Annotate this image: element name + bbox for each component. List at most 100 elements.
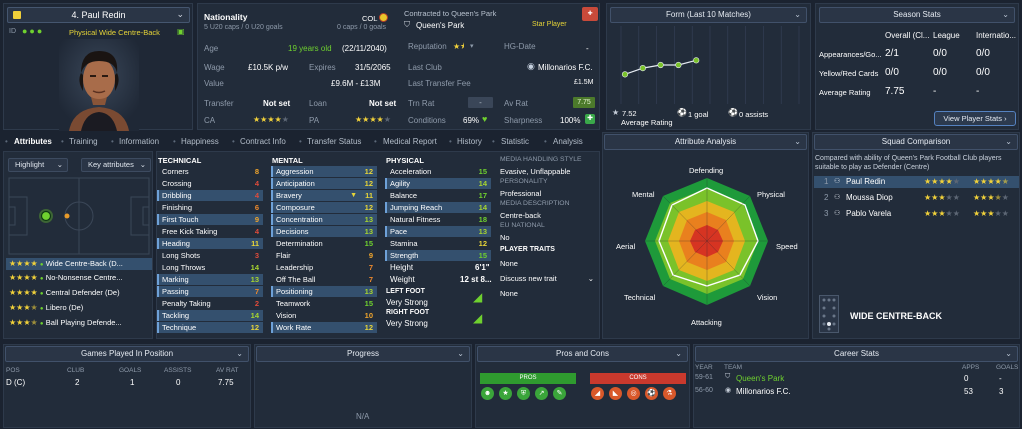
reputation-info-icon[interactable]: ▾	[470, 43, 474, 50]
attribute-name: Heading	[162, 239, 190, 248]
pro-star-icon[interactable]: ★	[499, 387, 512, 400]
attribute-row[interactable]: Crossing 4	[157, 178, 263, 189]
form-point[interactable]	[621, 71, 629, 78]
con-boot-icon[interactable]: ◢	[591, 387, 604, 400]
pro-growth-icon[interactable]: ↗	[535, 387, 548, 400]
squad-ca-stars: ★★★★★	[924, 177, 960, 186]
squad-row[interactable]: 3 ⚇ Pablo Varela ★★★★★ ★★★★★	[814, 208, 1019, 220]
con-flask-icon[interactable]: ⚗	[663, 387, 676, 400]
attribute-row[interactable]: Off The Ball 7	[271, 274, 377, 285]
form-header[interactable]: Form (Last 10 Matches) ⌄	[610, 7, 807, 23]
attribute-row[interactable]: Free Kick Taking 4	[157, 226, 263, 237]
tab-transfer-status[interactable]: Transfer Status	[307, 137, 362, 146]
form-point[interactable]	[675, 61, 682, 69]
attribute-row[interactable]: Dribbling 4	[157, 190, 263, 201]
games-col-avrat: AV RAT	[216, 367, 239, 374]
squad-comparison-header[interactable]: Squad Comparison ⌄	[814, 134, 1018, 150]
attribute-row[interactable]: Marking 13	[157, 274, 263, 285]
attribute-value: 6	[254, 203, 259, 212]
tab-happiness[interactable]: Happiness	[181, 137, 219, 146]
highlight-dropdown[interactable]: Highlight ⌄	[8, 158, 68, 172]
role-row[interactable]: ★★★★ ● Wide Centre-Back (D...	[6, 258, 152, 270]
attribute-row[interactable]: Aggression 12	[271, 166, 377, 177]
attribute-row[interactable]: Flair 9	[271, 250, 377, 261]
pro-brain-icon[interactable]: ☻	[481, 387, 494, 400]
attribute-row[interactable]: Work Rate 12	[271, 322, 377, 333]
role-row[interactable]: ★★★★ ● No-Nonsense Centre...	[6, 272, 152, 284]
view-player-stats-button[interactable]: View Player Stats ›	[934, 111, 1016, 126]
form-point[interactable]	[657, 61, 664, 69]
attribute-row[interactable]: Finishing 6	[157, 202, 263, 213]
pro-shield-icon[interactable]: ⛨	[517, 387, 530, 400]
form-point[interactable]	[639, 65, 646, 72]
attribute-row[interactable]: Jumping Reach 14	[385, 202, 491, 213]
attribute-row[interactable]: Leadership 7	[271, 262, 377, 273]
attribute-row[interactable]: Acceleration 15	[385, 166, 491, 177]
season-stats-header[interactable]: Season Stats ⌄	[819, 7, 1015, 23]
traits-label: PLAYER TRAITS	[500, 246, 555, 253]
tab-contract-info[interactable]: Contract Info	[240, 137, 286, 146]
right-boot-icon: ◢	[473, 311, 483, 325]
discuss-trait-dropdown[interactable]: Discuss new trait ⌄	[500, 274, 594, 283]
pro-pen-icon[interactable]: ✎	[553, 387, 566, 400]
attribute-row[interactable]: Agility 14	[385, 178, 491, 189]
attribute-row[interactable]: Long Throws 14	[157, 262, 263, 273]
attribute-row[interactable]: Balance 17	[385, 190, 491, 201]
attribute-row[interactable]: Long Shots 3	[157, 250, 263, 261]
attribute-row[interactable]: Penalty Taking 2	[157, 298, 263, 309]
attribute-row[interactable]: Determination 15	[271, 238, 377, 249]
career-team-link[interactable]: Millonarios F.C.	[736, 387, 791, 396]
attribute-analysis-panel: Attribute Analysis ⌄ Defending Physical S…	[602, 132, 809, 339]
career-team-link[interactable]: Queen's Park	[736, 374, 785, 383]
tab-analysis[interactable]: Analysis	[553, 137, 583, 146]
lastclub-link[interactable]: Millonarios F.C.	[538, 63, 593, 72]
tab-attributes[interactable]: Attributes	[14, 137, 52, 146]
attribute-row[interactable]: Technique 12	[157, 322, 263, 333]
tab-medical-report[interactable]: Medical Report	[383, 137, 437, 146]
tab-information[interactable]: Information	[119, 137, 160, 146]
club-link[interactable]: Queen's Park	[416, 21, 465, 30]
con-target-icon[interactable]: ◎	[627, 387, 640, 400]
career-stats-header[interactable]: Career Stats ⌄	[695, 346, 1018, 362]
con-kick-icon[interactable]: ⚽	[645, 387, 658, 400]
attribute-row[interactable]: Bravery 11 ▼	[271, 190, 377, 201]
progress-header[interactable]: Progress ⌄	[256, 346, 470, 362]
role-row[interactable]: ★★★★ ● Ball Playing Defende...	[6, 317, 152, 329]
attribute-name: Long Shots	[162, 251, 200, 260]
key-attributes-dropdown[interactable]: Key attributes ⌄	[81, 158, 151, 172]
attribute-row[interactable]: Vision 10	[271, 310, 377, 321]
attribute-row[interactable]: Stamina 12	[385, 238, 491, 249]
player-name-dropdown[interactable]: 4. Paul Redin ⌄	[7, 7, 190, 23]
attribute-analysis-header[interactable]: Attribute Analysis ⌄	[604, 134, 807, 150]
role-row[interactable]: ★★★★ ● Libero (De)	[6, 302, 152, 314]
value-value: £9.6M - £13M	[331, 79, 381, 88]
form-point[interactable]	[693, 57, 700, 64]
notes-icon[interactable]: ▣	[177, 27, 185, 36]
caps-right: 0 caps / 0 goals	[337, 24, 387, 31]
chevron-down-icon: ⌄	[1005, 349, 1012, 358]
attribute-row[interactable]: Composure 12	[271, 202, 377, 213]
tab-history[interactable]: History	[457, 137, 482, 146]
attribute-row[interactable]: Tackling 14	[157, 310, 263, 321]
pros-cons-header[interactable]: Pros and Cons ⌄	[477, 346, 688, 362]
attribute-row[interactable]: Strength 15	[385, 250, 491, 261]
attribute-row[interactable]: Teamwork 15	[271, 298, 377, 309]
attribute-row[interactable]: First Touch 9	[157, 214, 263, 225]
role-row[interactable]: ★★★★ ● Central Defender (De)	[6, 287, 152, 299]
attribute-row[interactable]: Passing 7	[157, 286, 263, 297]
attribute-row[interactable]: Positioning 13	[271, 286, 377, 297]
attribute-row[interactable]: Natural Fitness 18	[385, 214, 491, 225]
attribute-row[interactable]: Anticipation 12	[271, 178, 377, 189]
tab-training[interactable]: Training	[69, 137, 98, 146]
attribute-row[interactable]: Decisions 13	[271, 226, 377, 237]
attribute-row[interactable]: Concentration 13	[271, 214, 377, 225]
con-boots-icon[interactable]: ◣	[609, 387, 622, 400]
injury-badge[interactable]: ✚	[582, 7, 598, 21]
tab-statistic[interactable]: Statistic	[501, 137, 530, 146]
games-in-position-header[interactable]: Games Played In Position ⌄	[5, 346, 249, 362]
attribute-row[interactable]: Pace 13	[385, 226, 491, 237]
squad-row[interactable]: 1 ⚇ Paul Redin ★★★★★ ★★★★★	[814, 176, 1019, 188]
attribute-row[interactable]: Corners 8	[157, 166, 263, 177]
attribute-row[interactable]: Heading 11	[157, 238, 263, 249]
squad-row[interactable]: 2 ⚇ Moussa Diop ★★★★★ ★★★★★	[814, 192, 1019, 204]
